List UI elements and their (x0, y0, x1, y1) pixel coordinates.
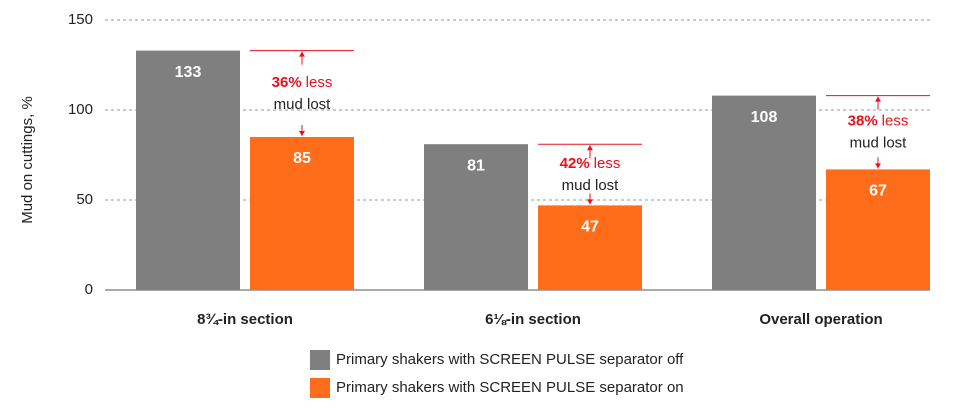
annotation-text-part: less (306, 74, 333, 91)
annotation-text-part: less (594, 155, 621, 172)
data-label: 85 (293, 150, 311, 167)
bar (712, 95, 816, 290)
annotation-arrowhead (299, 131, 305, 136)
data-label: 47 (581, 219, 599, 236)
data-label: 67 (869, 183, 887, 200)
y-tick-label: 0 (85, 281, 93, 298)
annotation-arrowhead (299, 51, 305, 57)
x-tick-label: Overall operation (759, 311, 882, 328)
bar (250, 137, 354, 290)
annotation-text: 38% less (848, 112, 909, 129)
legend-label: Primary shakers with SCREEN PULSE separa… (336, 351, 684, 368)
y-tick-label: 100 (68, 101, 93, 118)
annotation-emphasis: 36% (272, 74, 302, 91)
y-tick-label: 50 (76, 191, 93, 208)
data-label: 108 (751, 109, 778, 126)
annotation-text: mud lost (274, 96, 332, 113)
data-label: 133 (175, 64, 202, 81)
bar (136, 50, 240, 290)
annotation-emphasis: 38% (848, 112, 878, 129)
bar (424, 144, 528, 290)
y-axis-label: Mud on cuttings, % (19, 96, 36, 224)
bar (538, 205, 642, 290)
annotation-text: 42% less (560, 155, 621, 172)
bar (826, 169, 930, 290)
annotation-text: mud lost (562, 177, 620, 194)
annotation-text: mud lost (850, 134, 908, 151)
annotation-arrowhead (587, 145, 593, 151)
annotation-arrowhead (875, 163, 881, 169)
legend-swatch (310, 350, 330, 370)
annotation-text: 36% less (272, 74, 333, 91)
annotation-arrowhead (587, 199, 593, 205)
data-label: 81 (467, 157, 485, 174)
annotation-arrowhead (875, 96, 881, 102)
annotation-emphasis: 42% (560, 155, 590, 172)
legend-swatch (310, 378, 330, 398)
legend-label: Primary shakers with SCREEN PULSE separa… (336, 379, 684, 396)
x-tick-label: 6⅛-in section (485, 311, 581, 328)
x-tick-label: 8¾-in section (197, 311, 293, 328)
annotation-text-part: less (882, 112, 909, 129)
y-tick-label: 150 (68, 11, 93, 28)
